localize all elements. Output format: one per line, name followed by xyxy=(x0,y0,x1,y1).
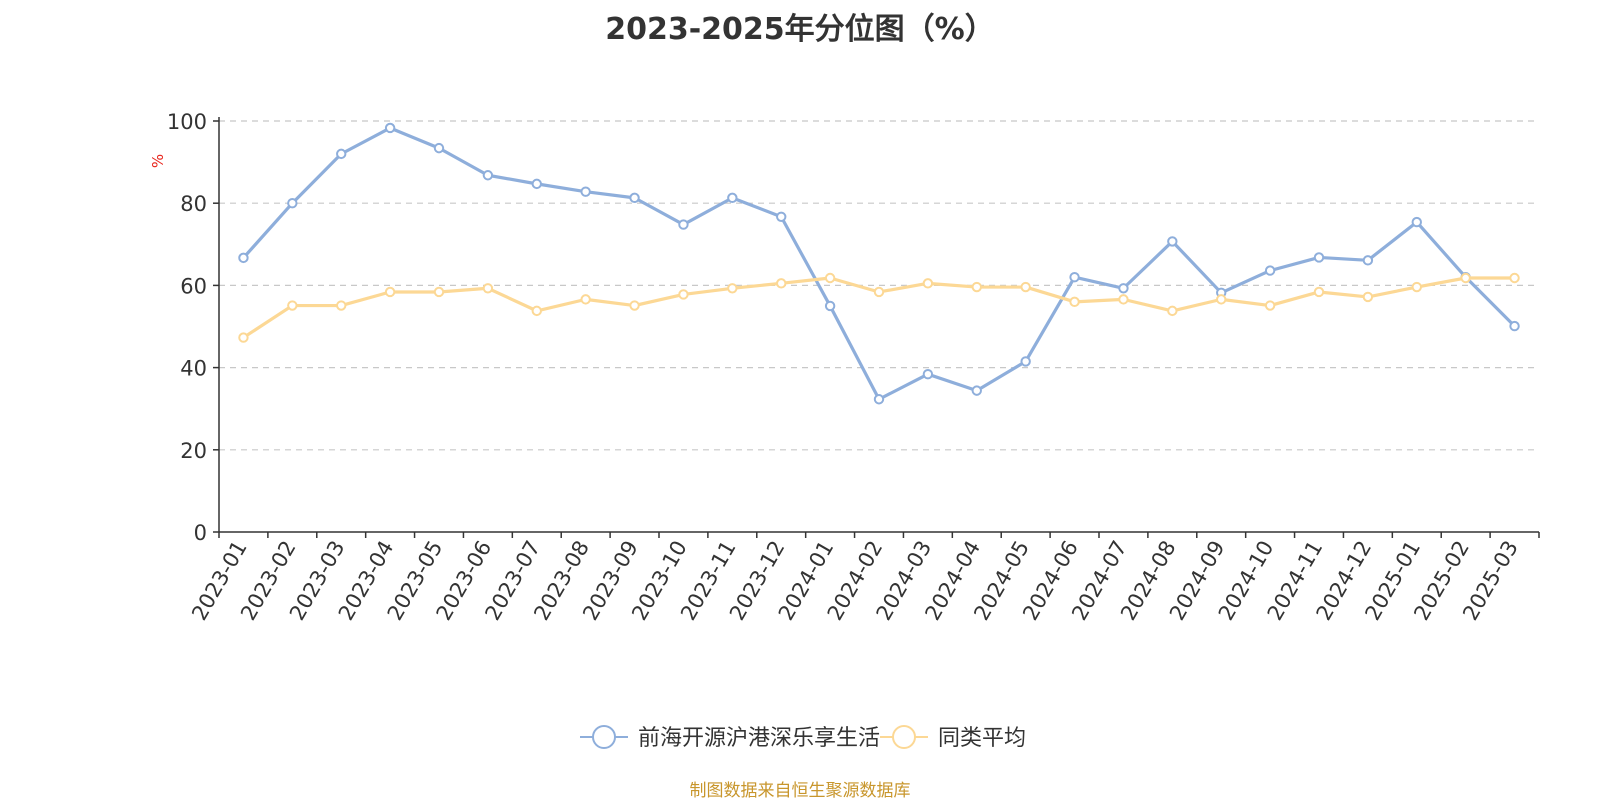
data-point xyxy=(531,305,542,317)
data-point xyxy=(1509,272,1520,284)
data-point xyxy=(678,289,689,300)
data-point xyxy=(1118,294,1129,305)
data-point xyxy=(629,192,640,204)
data-point xyxy=(727,283,738,294)
data-point xyxy=(922,368,934,380)
data-point xyxy=(1118,283,1129,294)
data-point xyxy=(482,170,494,181)
data-point xyxy=(824,272,836,284)
data-point xyxy=(287,198,298,209)
data-point xyxy=(776,278,787,289)
data-point xyxy=(824,300,836,312)
data-point xyxy=(1020,281,1031,293)
data-point xyxy=(336,148,347,160)
data-point xyxy=(580,186,591,197)
legend-marker xyxy=(592,725,616,749)
data-point xyxy=(727,192,738,204)
source-footer: 制图数据来自恒生聚源数据库 xyxy=(689,781,911,801)
data-point xyxy=(580,294,591,305)
data-point xyxy=(1264,265,1276,276)
y-axis-label: % xyxy=(149,154,167,168)
data-point xyxy=(384,286,396,298)
data-point xyxy=(971,281,982,293)
y-tick-label: 100 xyxy=(167,110,207,134)
y-tick-label: 40 xyxy=(180,357,207,381)
data-point xyxy=(238,332,249,343)
data-point xyxy=(1313,286,1325,298)
data-point xyxy=(287,300,298,311)
data-point xyxy=(971,385,982,396)
legend-label: 前海开源沪港深乐享生活 xyxy=(638,726,880,751)
data-point xyxy=(1167,236,1178,247)
y-tick-label: 0 xyxy=(194,521,207,545)
data-point xyxy=(1460,272,1471,284)
data-point xyxy=(873,286,885,298)
data-point xyxy=(629,300,640,311)
data-point xyxy=(1362,291,1374,303)
data-point xyxy=(776,211,787,222)
data-point xyxy=(1069,296,1080,308)
data-point xyxy=(433,142,445,154)
data-point xyxy=(678,219,689,230)
y-tick-label: 80 xyxy=(180,192,207,216)
data-point xyxy=(1411,216,1422,228)
legend-marker xyxy=(892,725,916,749)
data-point xyxy=(1313,252,1325,263)
data-point xyxy=(1411,281,1422,293)
data-point xyxy=(922,278,934,289)
series-line-1 xyxy=(242,126,1516,401)
data-point xyxy=(336,300,347,311)
chart-title: 2023-2025年分位图（%） xyxy=(605,12,995,47)
legend-label: 同类平均 xyxy=(938,726,1026,751)
y-tick-label: 20 xyxy=(180,439,207,463)
data-point xyxy=(482,283,494,294)
data-point xyxy=(1362,255,1374,266)
data-point xyxy=(238,252,249,264)
data-point xyxy=(433,286,445,298)
data-point xyxy=(1020,356,1031,367)
data-point xyxy=(1264,300,1276,311)
data-point xyxy=(384,122,396,134)
data-point xyxy=(1069,271,1080,283)
data-point xyxy=(531,178,542,190)
y-tick-label: 60 xyxy=(180,274,207,298)
data-point xyxy=(1509,320,1520,332)
data-point xyxy=(1216,294,1227,305)
data-point xyxy=(873,394,885,405)
data-point xyxy=(1167,305,1178,317)
